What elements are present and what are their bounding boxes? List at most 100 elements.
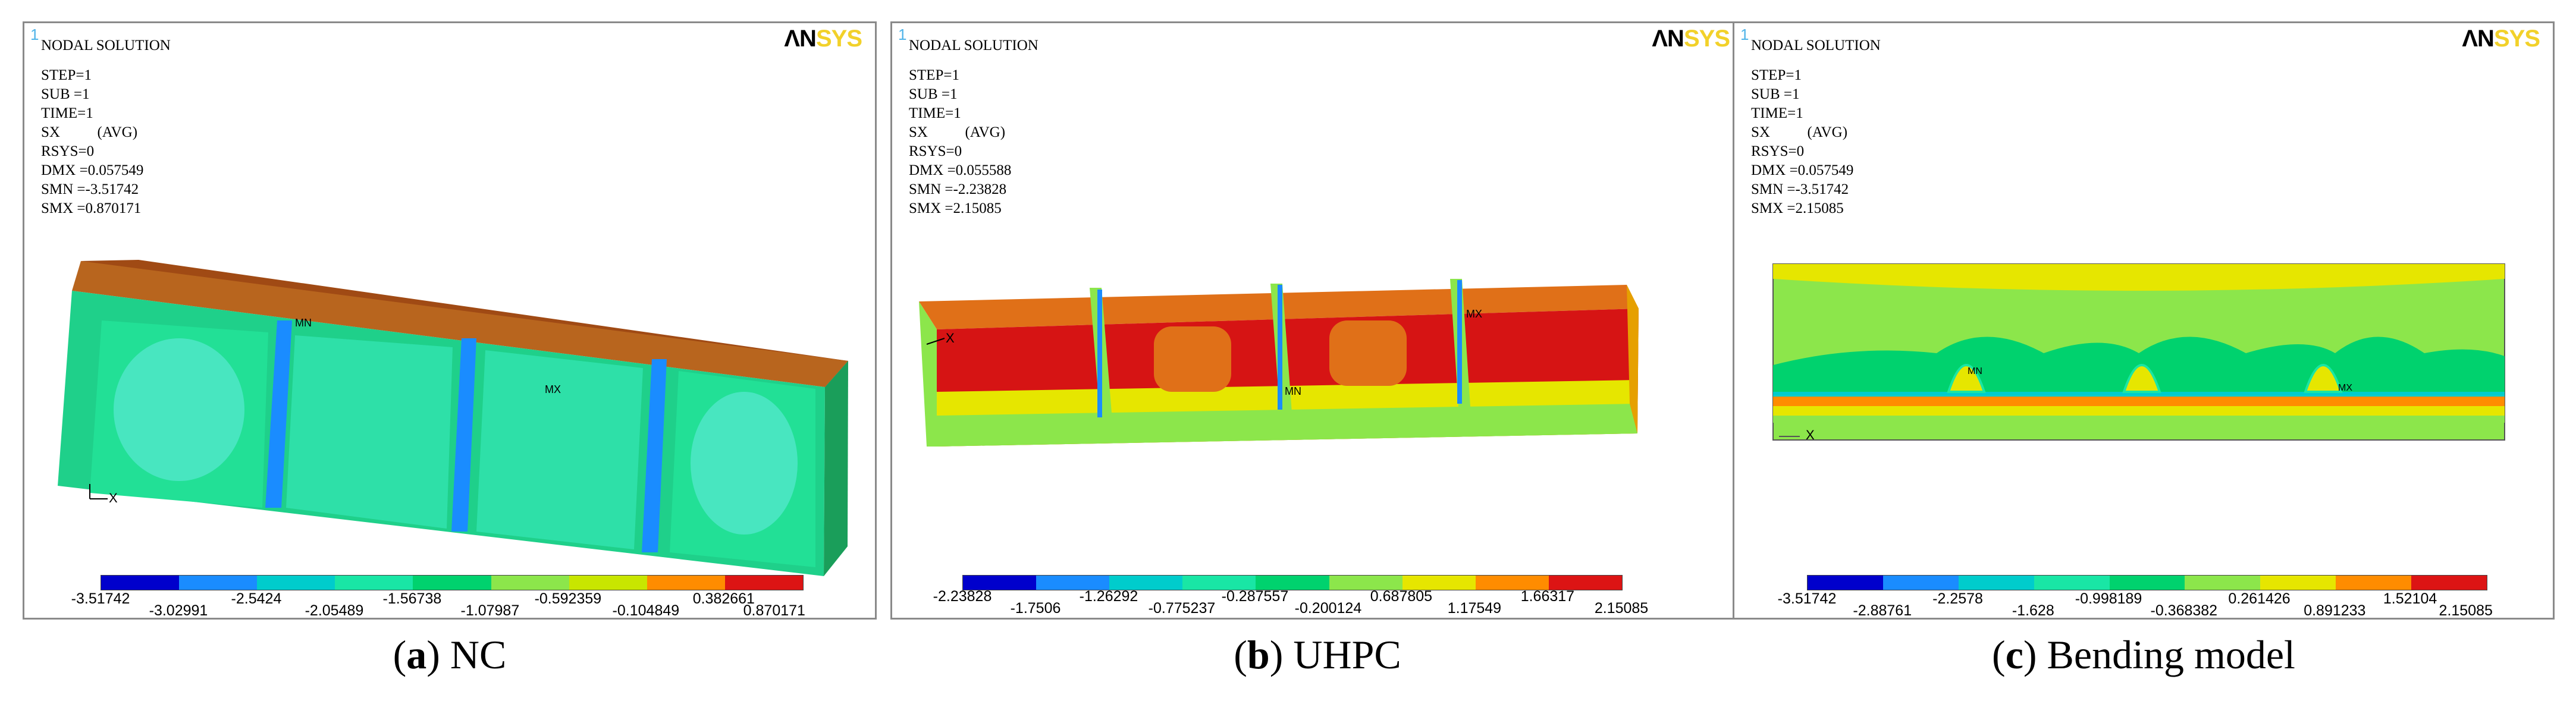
- panel-a-nc: 1 NODAL SOLUTION STEP=1 SUB =1 TIME=1 SX…: [23, 21, 877, 620]
- legend-swatch: [2185, 576, 2261, 590]
- max-marker: MX: [1466, 308, 1482, 320]
- legend-ticks: -2.23828 -1.26292 -0.287557 0.687805 1.6…: [933, 588, 1649, 618]
- legend-swatch: [1475, 576, 1549, 590]
- legend-tick: 2.15085: [2439, 602, 2493, 619]
- legend-swatch: [2034, 576, 2110, 590]
- legend-swatch: [2411, 576, 2487, 590]
- max-marker: MX: [2338, 383, 2352, 393]
- info-header: NODAL SOLUTION: [1751, 37, 1881, 54]
- caption-c: (c) Bending model: [1992, 632, 2295, 677]
- rib: [265, 320, 292, 508]
- legend-swatch: [491, 576, 569, 590]
- legend-tick: -0.775237: [1148, 600, 1216, 617]
- rib: [642, 359, 667, 552]
- legend-tick: -0.104849: [612, 602, 680, 619]
- legend-tick: 2.15085: [1594, 600, 1649, 617]
- legend-tick: 1.66317: [1520, 588, 1575, 605]
- info-line: SX (AVG): [41, 124, 138, 140]
- max-marker: MX: [545, 383, 561, 395]
- end-face: [824, 361, 848, 576]
- legend-swatch: [647, 576, 725, 590]
- legend-tick: 0.891233: [2304, 602, 2366, 619]
- info-line: TIME=1: [41, 105, 93, 121]
- info-line: RSYS=0: [1751, 143, 1805, 159]
- yellow-band: [1773, 406, 2505, 416]
- legend-tick: -0.287557: [1221, 588, 1289, 605]
- fea-model-bending: MN MX X: [1772, 263, 2505, 442]
- info-line: RSYS=0: [909, 143, 962, 159]
- legend-swatch: [2260, 576, 2336, 590]
- legend-swatch: [1548, 576, 1622, 590]
- info-line: TIME=1: [1751, 105, 1803, 121]
- top-face-shade: [72, 261, 848, 387]
- caption-b: (b) UHPC: [1234, 632, 1401, 677]
- legend-tick: -0.998189: [2075, 590, 2142, 607]
- legend-tick: -1.07987: [460, 602, 520, 619]
- legend-ticks: -3.51742 -2.2578 -0.998189 0.261426 1.52…: [1778, 590, 2493, 619]
- axis-label-x: X: [109, 491, 118, 505]
- info-line: DMX =0.057549: [41, 162, 144, 178]
- legend-tick: -2.05489: [305, 602, 364, 619]
- bottom-edge: [937, 404, 1637, 447]
- legend-swatch: [963, 576, 1037, 590]
- legend-tick: -0.592359: [534, 590, 602, 607]
- color-legend: [101, 575, 804, 590]
- legend-tick: 0.870171: [743, 602, 805, 619]
- rib-section: [1947, 363, 1986, 393]
- legend-swatch: [1882, 576, 1959, 590]
- legend-swatch: [1256, 576, 1329, 590]
- info-line: SMX =0.870171: [41, 200, 142, 216]
- info-line: SX (AVG): [909, 124, 1006, 140]
- legend-swatch: [2336, 576, 2412, 590]
- axis-label-x: X: [1806, 427, 1815, 442]
- axis-triad: [926, 338, 945, 345]
- legend-swatch: [335, 576, 413, 590]
- legend-ticks: -3.51742 -2.5424 -1.56738 -0.592359 0.38…: [71, 590, 805, 619]
- window-number: 1: [898, 26, 907, 43]
- info-line: STEP=1: [1751, 67, 1802, 83]
- legend-tick: 0.687805: [1370, 588, 1433, 605]
- stress-zone: [691, 392, 798, 535]
- info-line: SUB =1: [1751, 86, 1800, 102]
- ansys-logo: ΛNSYS: [2462, 26, 2540, 52]
- legend-tick: -0.200124: [1294, 600, 1362, 617]
- legend-swatch: [2109, 576, 2185, 590]
- legend-swatch: [1036, 576, 1110, 590]
- legend-tick: -3.02991: [149, 602, 208, 619]
- legend-tick: -1.7506: [1010, 600, 1061, 617]
- info-header: NODAL SOLUTION: [909, 37, 1038, 54]
- end-face-right: [1627, 285, 1639, 433]
- top-band: [1773, 264, 2505, 291]
- legend-swatch: [179, 576, 258, 590]
- legend-tick: -2.5424: [231, 590, 282, 607]
- legend-tick: 0.261426: [2228, 590, 2291, 607]
- ansys-logo: ΛNSYS: [784, 26, 862, 52]
- legend-tick: 0.382661: [692, 590, 755, 607]
- color-legend: [962, 575, 1623, 590]
- info-line: DMX =0.057549: [1751, 162, 1854, 178]
- window-number: 1: [30, 26, 39, 43]
- caption-a: (a) NC: [393, 632, 507, 677]
- legend-swatch: [1808, 576, 1883, 590]
- fea-model-uhpc: MN MX X: [919, 279, 1639, 447]
- fea-model-nc: MN MX X: [58, 260, 848, 576]
- legend-swatch: [724, 576, 803, 590]
- legend-swatch: [413, 576, 491, 590]
- ansys-logo: ΛNSYS: [1652, 26, 1730, 52]
- color-legend: [1807, 575, 2487, 590]
- info-line: SMN =-3.51742: [1751, 181, 1849, 197]
- legend-swatch: [1109, 576, 1183, 590]
- legend-tick: -3.51742: [71, 590, 130, 607]
- interface-line: [1773, 392, 2505, 397]
- solution-info: NODAL SOLUTION STEP=1 SUB =1 TIME=1 SX (…: [41, 36, 171, 218]
- legend-swatch: [1402, 576, 1476, 590]
- rib-edge: [1457, 280, 1462, 404]
- panel-b-uhpc: 1 NODAL SOLUTION STEP=1 SUB =1 TIME=1 SX…: [890, 21, 1744, 620]
- window-number: 1: [1740, 26, 1749, 43]
- legend-tick: -3.51742: [1777, 590, 1837, 607]
- info-line: SMX =2.15085: [909, 200, 1002, 216]
- min-marker: MN: [1285, 385, 1301, 397]
- info-line: SMX =2.15085: [1751, 200, 1844, 216]
- legend-swatch: [101, 576, 180, 590]
- panel-c-bending-model: 1 NODAL SOLUTION STEP=1 SUB =1 TIME=1 SX…: [1733, 21, 2555, 620]
